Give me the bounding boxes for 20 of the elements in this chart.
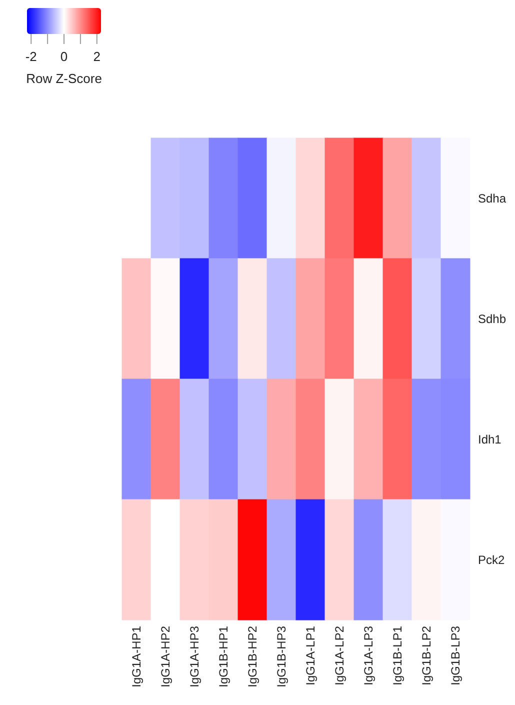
x-tick-label: IgG1B-HP3	[274, 626, 288, 688]
y-tick-label: Sdha	[478, 191, 506, 206]
color-bar-label: 0	[60, 49, 68, 64]
x-tick-label: IgG1A-LP2	[332, 626, 346, 686]
y-tick-label: Idh1	[478, 432, 502, 446]
y-tick-label: Pck2	[478, 552, 506, 567]
x-tick-label: IgG1B-LP2	[420, 626, 434, 686]
x-tick-label: IgG1B-LP3	[448, 626, 462, 686]
y-tick-label: Sdhb	[478, 312, 506, 326]
x-tick-label: IgG1B-LP1	[390, 626, 404, 686]
x-tick-label: IgG1A-HP1	[130, 626, 144, 688]
color-bar-label: 2	[93, 49, 101, 64]
x-tick-label: IgG1B-HP2	[246, 626, 260, 688]
x-tick-label: IgG1A-HP3	[188, 626, 202, 688]
x-tick-label: IgG1B-HP1	[216, 626, 230, 688]
x-tick-label: IgG1A-LP1	[304, 626, 318, 686]
color-bar-label: -2	[25, 49, 37, 64]
x-tick-label: IgG1A-HP2	[158, 626, 172, 688]
x-tick-label: IgG1A-LP3	[362, 626, 376, 686]
color-bar-title: Row Z-Score	[26, 71, 102, 86]
